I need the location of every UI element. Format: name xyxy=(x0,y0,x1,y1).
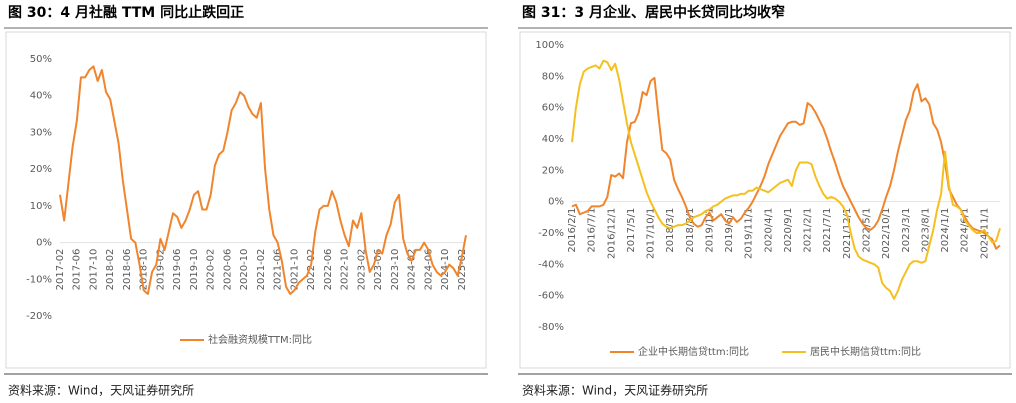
series-line xyxy=(571,76,1001,250)
x-tick-label: 2017-10 xyxy=(88,249,99,291)
x-tick-label: 2019-06 xyxy=(172,249,183,291)
x-tick-label: 2018-02 xyxy=(105,249,116,291)
x-tick-label: 2020-10 xyxy=(239,249,250,291)
y-tick-label: 10% xyxy=(30,201,52,212)
x-tick-label: 2020-02 xyxy=(206,249,217,291)
x-tick-label: 2016/7/1 xyxy=(587,208,598,253)
x-tick-label: 2019-10 xyxy=(189,249,200,291)
x-tick-label: 2022/10/1 xyxy=(881,208,892,259)
x-tick-label: 2017/5/1 xyxy=(626,208,637,253)
y-tick-label: 0% xyxy=(36,238,52,249)
x-tick-label: 2018/3/1 xyxy=(665,208,676,253)
y-tick-label: 100% xyxy=(535,40,564,51)
y-tick-label: 80% xyxy=(542,71,564,82)
y-tick-label: 30% xyxy=(30,127,52,138)
x-tick-label: 2020/9/1 xyxy=(783,208,794,253)
x-tick-label: 2019-02 xyxy=(155,249,166,291)
x-tick-label: 2025-02 xyxy=(457,249,468,291)
y-tick-label: -10% xyxy=(26,274,52,285)
x-tick-label: 2023-02 xyxy=(356,249,367,291)
x-tick-label: 2022/5/1 xyxy=(861,208,872,253)
series-line xyxy=(59,65,467,295)
y-tick-label: -40% xyxy=(538,259,564,270)
x-tick-label: 2021/7/1 xyxy=(822,208,833,253)
y-tick-label: 40% xyxy=(30,91,52,102)
source-note: 资料来源：Wind，天风证券研究所 xyxy=(522,383,708,398)
legend-label: 社会融资规模TTM:同比 xyxy=(208,333,312,346)
x-tick-label: 2019/11/1 xyxy=(744,208,755,259)
x-tick-label: 2024/1/1 xyxy=(940,208,951,253)
y-tick-label: 40% xyxy=(542,134,564,145)
x-tick-label: 2017/10/1 xyxy=(646,208,657,259)
x-tick-label: 2021-10 xyxy=(289,249,300,291)
y-tick-label: 60% xyxy=(542,103,564,114)
x-tick-label: 2024-02 xyxy=(407,249,418,291)
x-tick-label: 2018/8/1 xyxy=(685,208,696,253)
chart-title: 图 30：4 月社融 TTM 同比止跌回正 xyxy=(8,4,244,21)
x-tick-label: 2016/12/1 xyxy=(606,208,617,259)
x-tick-label: 2021/2/1 xyxy=(803,208,814,253)
source-note: 资料来源：Wind，天风证券研究所 xyxy=(8,383,194,398)
x-tick-label: 2021-06 xyxy=(273,249,284,291)
x-tick-label: 2022-10 xyxy=(340,249,351,291)
x-tick-label: 2021/12/1 xyxy=(842,208,853,259)
x-tick-label: 2019/1/1 xyxy=(704,208,715,253)
y-tick-label: -20% xyxy=(538,228,564,239)
y-tick-label: 0% xyxy=(548,197,564,208)
y-tick-label: 20% xyxy=(30,164,52,175)
x-tick-label: 2016/2/1 xyxy=(567,208,578,253)
legend-label: 居民中长期信贷ttm:同比 xyxy=(810,345,921,358)
series-line xyxy=(571,59,1001,300)
y-tick-label: -80% xyxy=(538,322,564,333)
legend-label: 企业中长期信贷ttm:同比 xyxy=(638,345,749,358)
x-tick-label: 2020/4/1 xyxy=(763,208,774,253)
x-tick-label: 2023-10 xyxy=(390,249,401,291)
y-tick-label: 20% xyxy=(542,165,564,176)
chart-frame xyxy=(5,31,487,369)
x-tick-label: 2021-02 xyxy=(256,249,267,291)
x-tick-label: 2018-06 xyxy=(122,249,133,291)
x-tick-label: 2017-06 xyxy=(72,249,83,291)
chart-frame xyxy=(519,31,1011,369)
x-tick-label: 2023-06 xyxy=(373,249,384,291)
x-tick-label: 2018-10 xyxy=(139,249,150,291)
x-tick-label: 2024/6/1 xyxy=(960,208,971,253)
x-tick-label: 2023/3/1 xyxy=(901,208,912,253)
x-tick-label: 2020-06 xyxy=(222,249,233,291)
x-tick-label: 2019/6/1 xyxy=(724,208,735,253)
y-tick-label: -20% xyxy=(26,311,52,322)
y-tick-label: -60% xyxy=(538,291,564,302)
x-tick-label: 2023/8/1 xyxy=(920,208,931,253)
x-tick-label: 2022-02 xyxy=(306,249,317,291)
y-tick-label: 50% xyxy=(30,54,52,65)
x-tick-label: 2022-06 xyxy=(323,249,334,291)
chart-title: 图 31：3 月企业、居民中长贷同比均收窄 xyxy=(522,4,785,21)
x-tick-label: 2024-06 xyxy=(423,249,434,291)
x-tick-label: 2017-02 xyxy=(55,249,66,291)
